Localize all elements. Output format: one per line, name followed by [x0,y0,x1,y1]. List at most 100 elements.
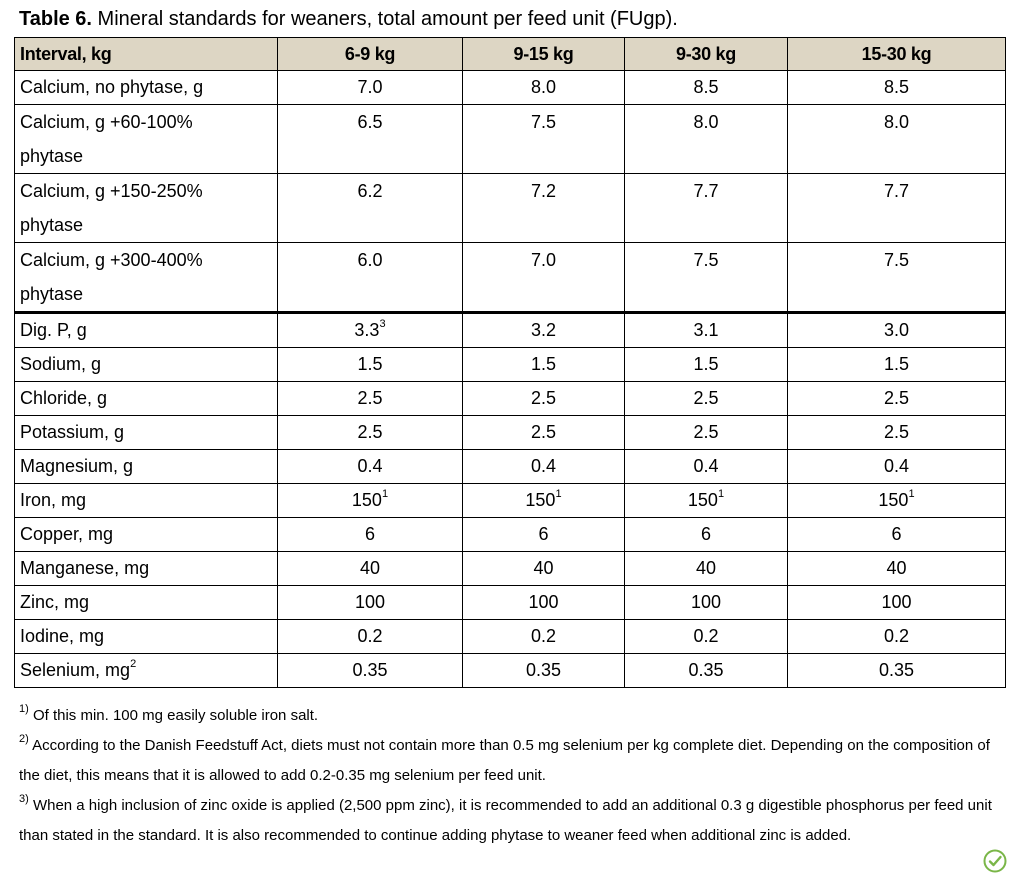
cell-value: 1501 [462,483,625,518]
header-interval: Interval, kg [14,37,278,71]
cell-value: 8.5 [624,70,788,105]
cell-value: 0.35 [787,653,1006,688]
cell-value: 7.5 [462,104,625,174]
cell-value: 0.2 [277,619,463,654]
table-caption: Table 6. Mineral standards for weaners, … [19,6,678,32]
cell-value: 2.5 [462,415,625,450]
table-row: Copper, mg 6 6 6 6 [14,517,1006,552]
row-label: Selenium, mg2 [14,653,278,688]
cell-value: 100 [277,585,463,620]
cell-value: 2.5 [787,415,1006,450]
table-row: Zinc, mg 100 100 100 100 [14,585,1006,620]
cell-number: 150 [878,490,909,510]
cell-value: 6.2 [277,173,463,243]
row-label-line1: Calcium, g +300-400% [20,250,203,270]
footnote-ref: 3 [379,318,386,330]
cell-value: 0.2 [787,619,1006,654]
cell-value: 1501 [787,483,1006,518]
cell-value: 1.5 [462,347,625,382]
cell-value: 2.5 [787,381,1006,416]
cell-value: 6 [277,517,463,552]
cell-value: 1501 [624,483,788,518]
footnote-3: 3) When a high inclusion of zinc oxide i… [19,791,994,851]
cell-value: 7.0 [277,70,463,105]
table-row: Potassium, g 2.5 2.5 2.5 2.5 [14,415,1006,450]
cell-value: 0.2 [462,619,625,654]
cell-value: 0.35 [277,653,463,688]
header-row: Interval, kg 6-9 kg 9-15 kg 9-30 kg 15-3… [14,37,1006,71]
cell-number: 150 [351,490,382,510]
cell-value: 40 [462,551,625,586]
footnote-ref: 2 [130,658,137,670]
table-caption-text: Mineral standards for weaners, total amo… [92,8,678,30]
cell-value: 2.5 [624,381,788,416]
row-label-line1: Calcium, g +150-250% [20,181,203,201]
cell-value: 100 [787,585,1006,620]
footnote-2: 2) According to the Danish Feedstuff Act… [19,731,994,791]
table-row: Iodine, mg 0.2 0.2 0.2 0.2 [14,619,1006,654]
table-row: Dig. P, g 3.33 3.2 3.1 3.0 [14,311,1006,348]
row-label: Sodium, g [14,347,278,382]
cell-value: 3.33 [277,311,463,348]
row-label-text: Selenium, mg [20,660,131,680]
cell-value: 8.0 [462,70,625,105]
cell-value: 7.5 [787,242,1006,313]
footnote-mark: 2) [19,733,29,745]
footnote-text: When a high inclusion of zinc oxide is a… [19,797,992,844]
table-row: Calcium, no phytase, g 7.0 8.0 8.5 8.5 [14,70,1006,105]
cell-value: 100 [462,585,625,620]
footnote-text: Of this min. 100 mg easily soluble iron … [28,707,319,724]
row-label: Iodine, mg [14,619,278,654]
cell-value: 3.2 [462,311,625,348]
cell-value: 1501 [277,483,463,518]
footnote-ref: 1 [908,488,915,500]
table-row: Calcium, g +300-400% phytase 6.0 7.0 7.5 … [14,242,1006,313]
cell-value: 7.7 [787,173,1006,243]
cell-value: 40 [624,551,788,586]
footnote-mark: 3) [19,793,29,805]
table-row: Calcium, g +60-100% phytase 6.5 7.5 8.0 8… [14,104,1006,174]
cell-value: 0.35 [462,653,625,688]
row-label: Chloride, g [14,381,278,416]
cell-value: 100 [624,585,788,620]
leaf-check-icon [983,849,1007,873]
row-label: Manganese, mg [14,551,278,586]
table-row: Magnesium, g 0.4 0.4 0.4 0.4 [14,449,1006,484]
table-caption-label: Table 6. [19,8,92,30]
footnote-1: 1) Of this min. 100 mg easily soluble ir… [19,701,994,731]
row-label: Copper, mg [14,517,278,552]
cell-value: 2.5 [624,415,788,450]
row-label: Iron, mg [14,483,278,518]
table-row: Manganese, mg 40 40 40 40 [14,551,1006,586]
footnote-ref: 1 [717,488,725,500]
row-label-line2: phytase [20,215,84,235]
cell-value: 0.4 [462,449,625,484]
cell-value: 8.5 [787,70,1006,105]
cell-value: 1.5 [624,347,788,382]
cell-value: 7.5 [624,242,788,313]
cell-value: 0.2 [624,619,788,654]
cell-value: 2.5 [462,381,625,416]
footnote-mark: 1) [19,703,29,715]
header-15-30-kg: 15-30 kg [787,37,1006,71]
cell-value: 1.5 [787,347,1006,382]
row-label-line1: Calcium, g +60-100% [20,112,193,132]
cell-value: 6.5 [277,104,463,174]
cell-value: 40 [277,551,463,586]
table-row: Iron, mg 1501 1501 1501 1501 [14,483,1006,518]
table-row: Chloride, g 2.5 2.5 2.5 2.5 [14,381,1006,416]
cell-number: 150 [687,490,718,510]
footnote-ref: 1 [555,488,562,500]
cell-number: 3.3 [354,320,380,340]
cell-number: 150 [525,490,556,510]
row-label: Calcium, g +300-400% phytase [14,242,278,313]
row-label: Calcium, g +60-100% phytase [14,104,278,174]
row-label: Magnesium, g [14,449,278,484]
header-6-9-kg: 6-9 kg [277,37,463,71]
header-9-30-kg: 9-30 kg [624,37,788,71]
footnote-ref: 1 [381,488,389,500]
cell-value: 1.5 [277,347,463,382]
cell-value: 7.2 [462,173,625,243]
mineral-standards-table: Interval, kg 6-9 kg 9-15 kg 9-30 kg 15-3… [14,37,1006,688]
cell-value: 0.4 [277,449,463,484]
